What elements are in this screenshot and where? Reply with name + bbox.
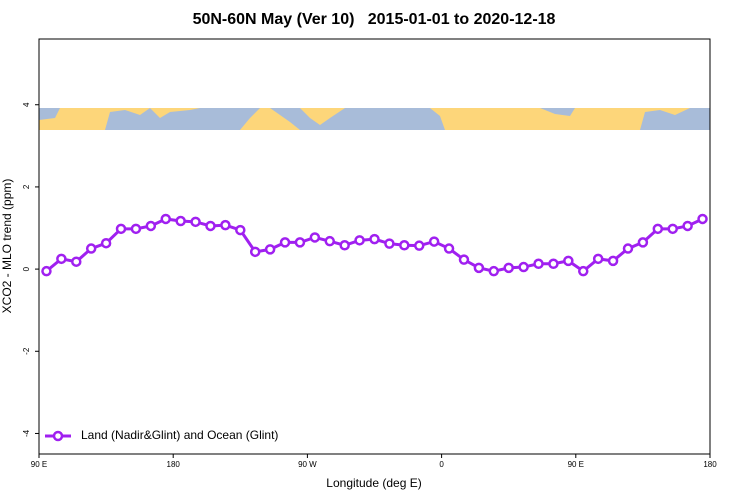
data-point bbox=[578, 265, 589, 277]
data-point bbox=[354, 235, 365, 246]
data-point bbox=[563, 255, 574, 267]
data-point bbox=[220, 219, 231, 231]
x-tick-label: 180 bbox=[703, 460, 717, 469]
data-point bbox=[399, 240, 410, 251]
data-point bbox=[324, 235, 336, 247]
x-tick-label: 90 W bbox=[298, 460, 317, 469]
data-point bbox=[548, 258, 559, 270]
data-point bbox=[488, 265, 500, 277]
data-point bbox=[309, 232, 321, 243]
data-point bbox=[413, 240, 425, 251]
data-point bbox=[503, 262, 514, 274]
data-point bbox=[235, 224, 246, 236]
y-tick-label: 2 bbox=[22, 184, 31, 189]
data-point bbox=[369, 233, 380, 245]
data-point bbox=[473, 262, 485, 274]
legend-label: Land (Nadir&Glint) and Ocean (Glint) bbox=[81, 428, 278, 442]
data-point bbox=[533, 258, 544, 270]
data-point bbox=[145, 220, 157, 232]
y-tick-label: 4 bbox=[22, 102, 31, 107]
data-point bbox=[56, 253, 67, 265]
data-point bbox=[518, 261, 529, 273]
data-point bbox=[279, 237, 291, 248]
data-point bbox=[667, 223, 678, 235]
data-point bbox=[607, 255, 619, 267]
legend-marker bbox=[52, 430, 64, 442]
data-point bbox=[622, 243, 634, 254]
x-tick-label: 180 bbox=[167, 460, 181, 469]
data-point bbox=[458, 254, 470, 265]
data-point bbox=[190, 216, 201, 228]
data-point bbox=[697, 213, 708, 225]
data-point bbox=[339, 240, 350, 251]
plot-frame bbox=[38, 38, 711, 455]
y-tick-label: 0 bbox=[22, 266, 31, 271]
y-axis-title: XCO2 - MLO trend (ppm) bbox=[0, 179, 14, 314]
data-point bbox=[115, 223, 127, 235]
data-point bbox=[100, 237, 112, 249]
data-point bbox=[682, 220, 693, 232]
data-point bbox=[384, 238, 395, 249]
data-point bbox=[205, 220, 216, 232]
x-tick-label: 0 bbox=[439, 460, 444, 469]
data-point bbox=[294, 237, 306, 248]
data-point bbox=[264, 244, 276, 255]
chart-title: 50N-60N May (Ver 10) 2015-01-01 to 2020-… bbox=[193, 11, 556, 28]
data-point bbox=[71, 256, 82, 267]
data-point bbox=[443, 243, 455, 254]
data-point bbox=[85, 243, 97, 254]
series-line bbox=[45, 217, 704, 274]
data-point bbox=[637, 237, 649, 248]
data-point bbox=[428, 236, 440, 247]
data-point bbox=[130, 223, 142, 235]
data-point bbox=[592, 253, 604, 265]
y-tick-label: -2 bbox=[22, 347, 31, 355]
data-point bbox=[41, 265, 52, 277]
x-tick-label: 90 E bbox=[31, 460, 47, 469]
map-band bbox=[39, 108, 710, 130]
x-tick-label: 90 E bbox=[568, 460, 584, 469]
data-point bbox=[175, 215, 186, 227]
data-point bbox=[160, 213, 171, 225]
y-tick-label: -4 bbox=[22, 429, 31, 437]
data-point bbox=[249, 246, 261, 258]
data-point bbox=[652, 223, 664, 235]
x-axis-title: Longitude (deg E) bbox=[326, 476, 421, 490]
